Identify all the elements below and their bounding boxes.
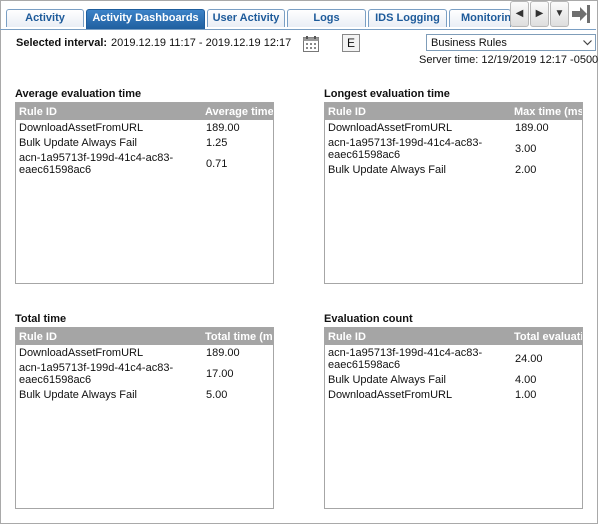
- value-cell: 17.00: [206, 368, 234, 380]
- table-row[interactable]: Bulk Update Always Fail 1.25: [16, 135, 273, 150]
- column-header-total-time[interactable]: Total time (ms): [202, 328, 273, 345]
- value-cell: 189.00: [515, 122, 549, 134]
- exit-button[interactable]: [570, 3, 592, 25]
- longest-time-table: Rule ID Max time (ms) DownloadAssetFromU…: [325, 103, 582, 177]
- chevron-down-icon: [583, 40, 592, 46]
- category-dropdown[interactable]: Business Rules: [426, 34, 596, 51]
- tab-menu-button[interactable]: ▼: [550, 1, 569, 27]
- value-cell: 5.00: [206, 389, 228, 401]
- table-header-row: Rule ID Max time (ms): [325, 103, 582, 120]
- panel-title-count: Evaluation count: [324, 313, 413, 325]
- rule-id-cell: Bulk Update Always Fail: [328, 164, 446, 176]
- value-cell: 1.25: [206, 137, 228, 149]
- column-header-max-time[interactable]: Max time (ms): [511, 103, 582, 120]
- table-row[interactable]: DownloadAssetFromURL 189.00: [325, 120, 582, 135]
- value-cell: 1.00: [515, 389, 537, 401]
- tab-monitoring[interactable]: Monitoring: [449, 9, 511, 27]
- table-row[interactable]: acn-1a95713f-199d-41c4-ac83-eaec61598ac6…: [325, 135, 582, 162]
- value-cell: 4.00: [515, 374, 537, 386]
- column-header-average-time[interactable]: Average time: [202, 103, 273, 120]
- column-header-rule-id[interactable]: Rule ID: [325, 328, 511, 345]
- average-time-table: Rule ID Average time DownloadAssetFromUR…: [16, 103, 273, 177]
- tab-activity-dashboards[interactable]: Activity Dashboards: [86, 9, 205, 30]
- value-cell: 189.00: [206, 347, 240, 359]
- column-header-total-evaluations[interactable]: Total evaluations: [511, 328, 582, 345]
- table-row[interactable]: DownloadAssetFromURL 189.00: [16, 120, 273, 135]
- rule-id-cell: acn-1a95713f-199d-41c4-ac83-eaec61598ac6: [328, 347, 483, 371]
- column-header-rule-id[interactable]: Rule ID: [16, 328, 202, 345]
- value-cell: 189.00: [206, 122, 240, 134]
- rule-id-cell: Bulk Update Always Fail: [19, 137, 137, 149]
- tab-ids-logging[interactable]: IDS Logging: [368, 9, 447, 27]
- selected-interval-label: Selected interval:: [16, 37, 108, 49]
- rule-id-cell: DownloadAssetFromURL: [19, 347, 144, 359]
- panel-evaluation-count: Rule ID Total evaluations acn-1a95713f-1…: [324, 327, 583, 509]
- rule-id-cell: DownloadAssetFromURL: [19, 122, 144, 134]
- tab-logs[interactable]: Logs: [287, 9, 366, 27]
- panel-title-average: Average evaluation time: [15, 88, 142, 100]
- tab-scroll-left-button[interactable]: ◀: [510, 1, 529, 27]
- panel-title-total: Total time: [15, 313, 67, 325]
- rule-id-cell: DownloadAssetFromURL: [328, 389, 453, 401]
- rule-id-cell: Bulk Update Always Fail: [328, 374, 446, 386]
- value-cell: 0.71: [206, 158, 228, 170]
- table-row[interactable]: Bulk Update Always Fail 5.00: [16, 387, 273, 402]
- table-header-row: Rule ID Average time: [16, 103, 273, 120]
- calendar-icon: [303, 36, 319, 52]
- e-button[interactable]: E: [342, 34, 360, 52]
- table-header-row: Rule ID Total evaluations: [325, 328, 582, 345]
- total-time-table: Rule ID Total time (ms) DownloadAssetFro…: [16, 328, 273, 402]
- rule-id-cell: DownloadAssetFromURL: [328, 122, 453, 134]
- tab-user-activity[interactable]: User Activity: [207, 9, 285, 27]
- table-row[interactable]: Bulk Update Always Fail 2.00: [325, 162, 582, 177]
- column-header-rule-id[interactable]: Rule ID: [325, 103, 511, 120]
- category-dropdown-value: Business Rules: [431, 37, 507, 49]
- calendar-button[interactable]: [302, 35, 320, 53]
- value-cell: 3.00: [515, 143, 537, 155]
- panel-average-evaluation-time: Rule ID Average time DownloadAssetFromUR…: [15, 102, 274, 284]
- chevron-right-icon: ▶: [535, 8, 544, 19]
- table-row[interactable]: DownloadAssetFromURL 189.00: [16, 345, 273, 360]
- table-header-row: Rule ID Total time (ms): [16, 328, 273, 345]
- tab-scroll-right-button[interactable]: ▶: [530, 1, 549, 27]
- table-row[interactable]: Bulk Update Always Fail 4.00: [325, 372, 582, 387]
- selected-interval-value: 2019.12.19 11:17 - 2019.12.19 12:17: [111, 37, 292, 49]
- evaluation-count-table: Rule ID Total evaluations acn-1a95713f-1…: [325, 328, 582, 402]
- rule-id-cell: Bulk Update Always Fail: [19, 389, 137, 401]
- table-row[interactable]: acn-1a95713f-199d-41c4-ac83-eaec61598ac6…: [325, 345, 582, 372]
- value-cell: 24.00: [515, 353, 543, 365]
- tab-activity[interactable]: Activity: [6, 9, 84, 27]
- panel-title-longest: Longest evaluation time: [324, 88, 450, 100]
- chevron-left-icon: ◀: [515, 8, 524, 19]
- column-header-rule-id[interactable]: Rule ID: [16, 103, 202, 120]
- value-cell: 2.00: [515, 164, 537, 176]
- server-time: Server time: 12/19/2019 12:17 -0500: [419, 54, 598, 66]
- panel-longest-evaluation-time: Rule ID Max time (ms) DownloadAssetFromU…: [324, 102, 583, 284]
- table-row[interactable]: acn-1a95713f-199d-41c4-ac83-eaec61598ac6…: [16, 360, 273, 387]
- rule-id-cell: acn-1a95713f-199d-41c4-ac83-eaec61598ac6: [328, 137, 483, 161]
- table-row[interactable]: acn-1a95713f-199d-41c4-ac83-eaec61598ac6…: [16, 150, 273, 177]
- rule-id-cell: acn-1a95713f-199d-41c4-ac83-eaec61598ac6: [19, 152, 174, 176]
- rule-id-cell: acn-1a95713f-199d-41c4-ac83-eaec61598ac6: [19, 362, 174, 386]
- table-row[interactable]: DownloadAssetFromURL 1.00: [325, 387, 582, 402]
- chevron-down-icon: ▼: [554, 8, 565, 19]
- panel-total-time: Rule ID Total time (ms) DownloadAssetFro…: [15, 327, 274, 509]
- tab-strip: Activity Activity Dashboards User Activi…: [0, 0, 596, 30]
- tab-baseline: [0, 29, 596, 30]
- exit-icon: [572, 5, 590, 23]
